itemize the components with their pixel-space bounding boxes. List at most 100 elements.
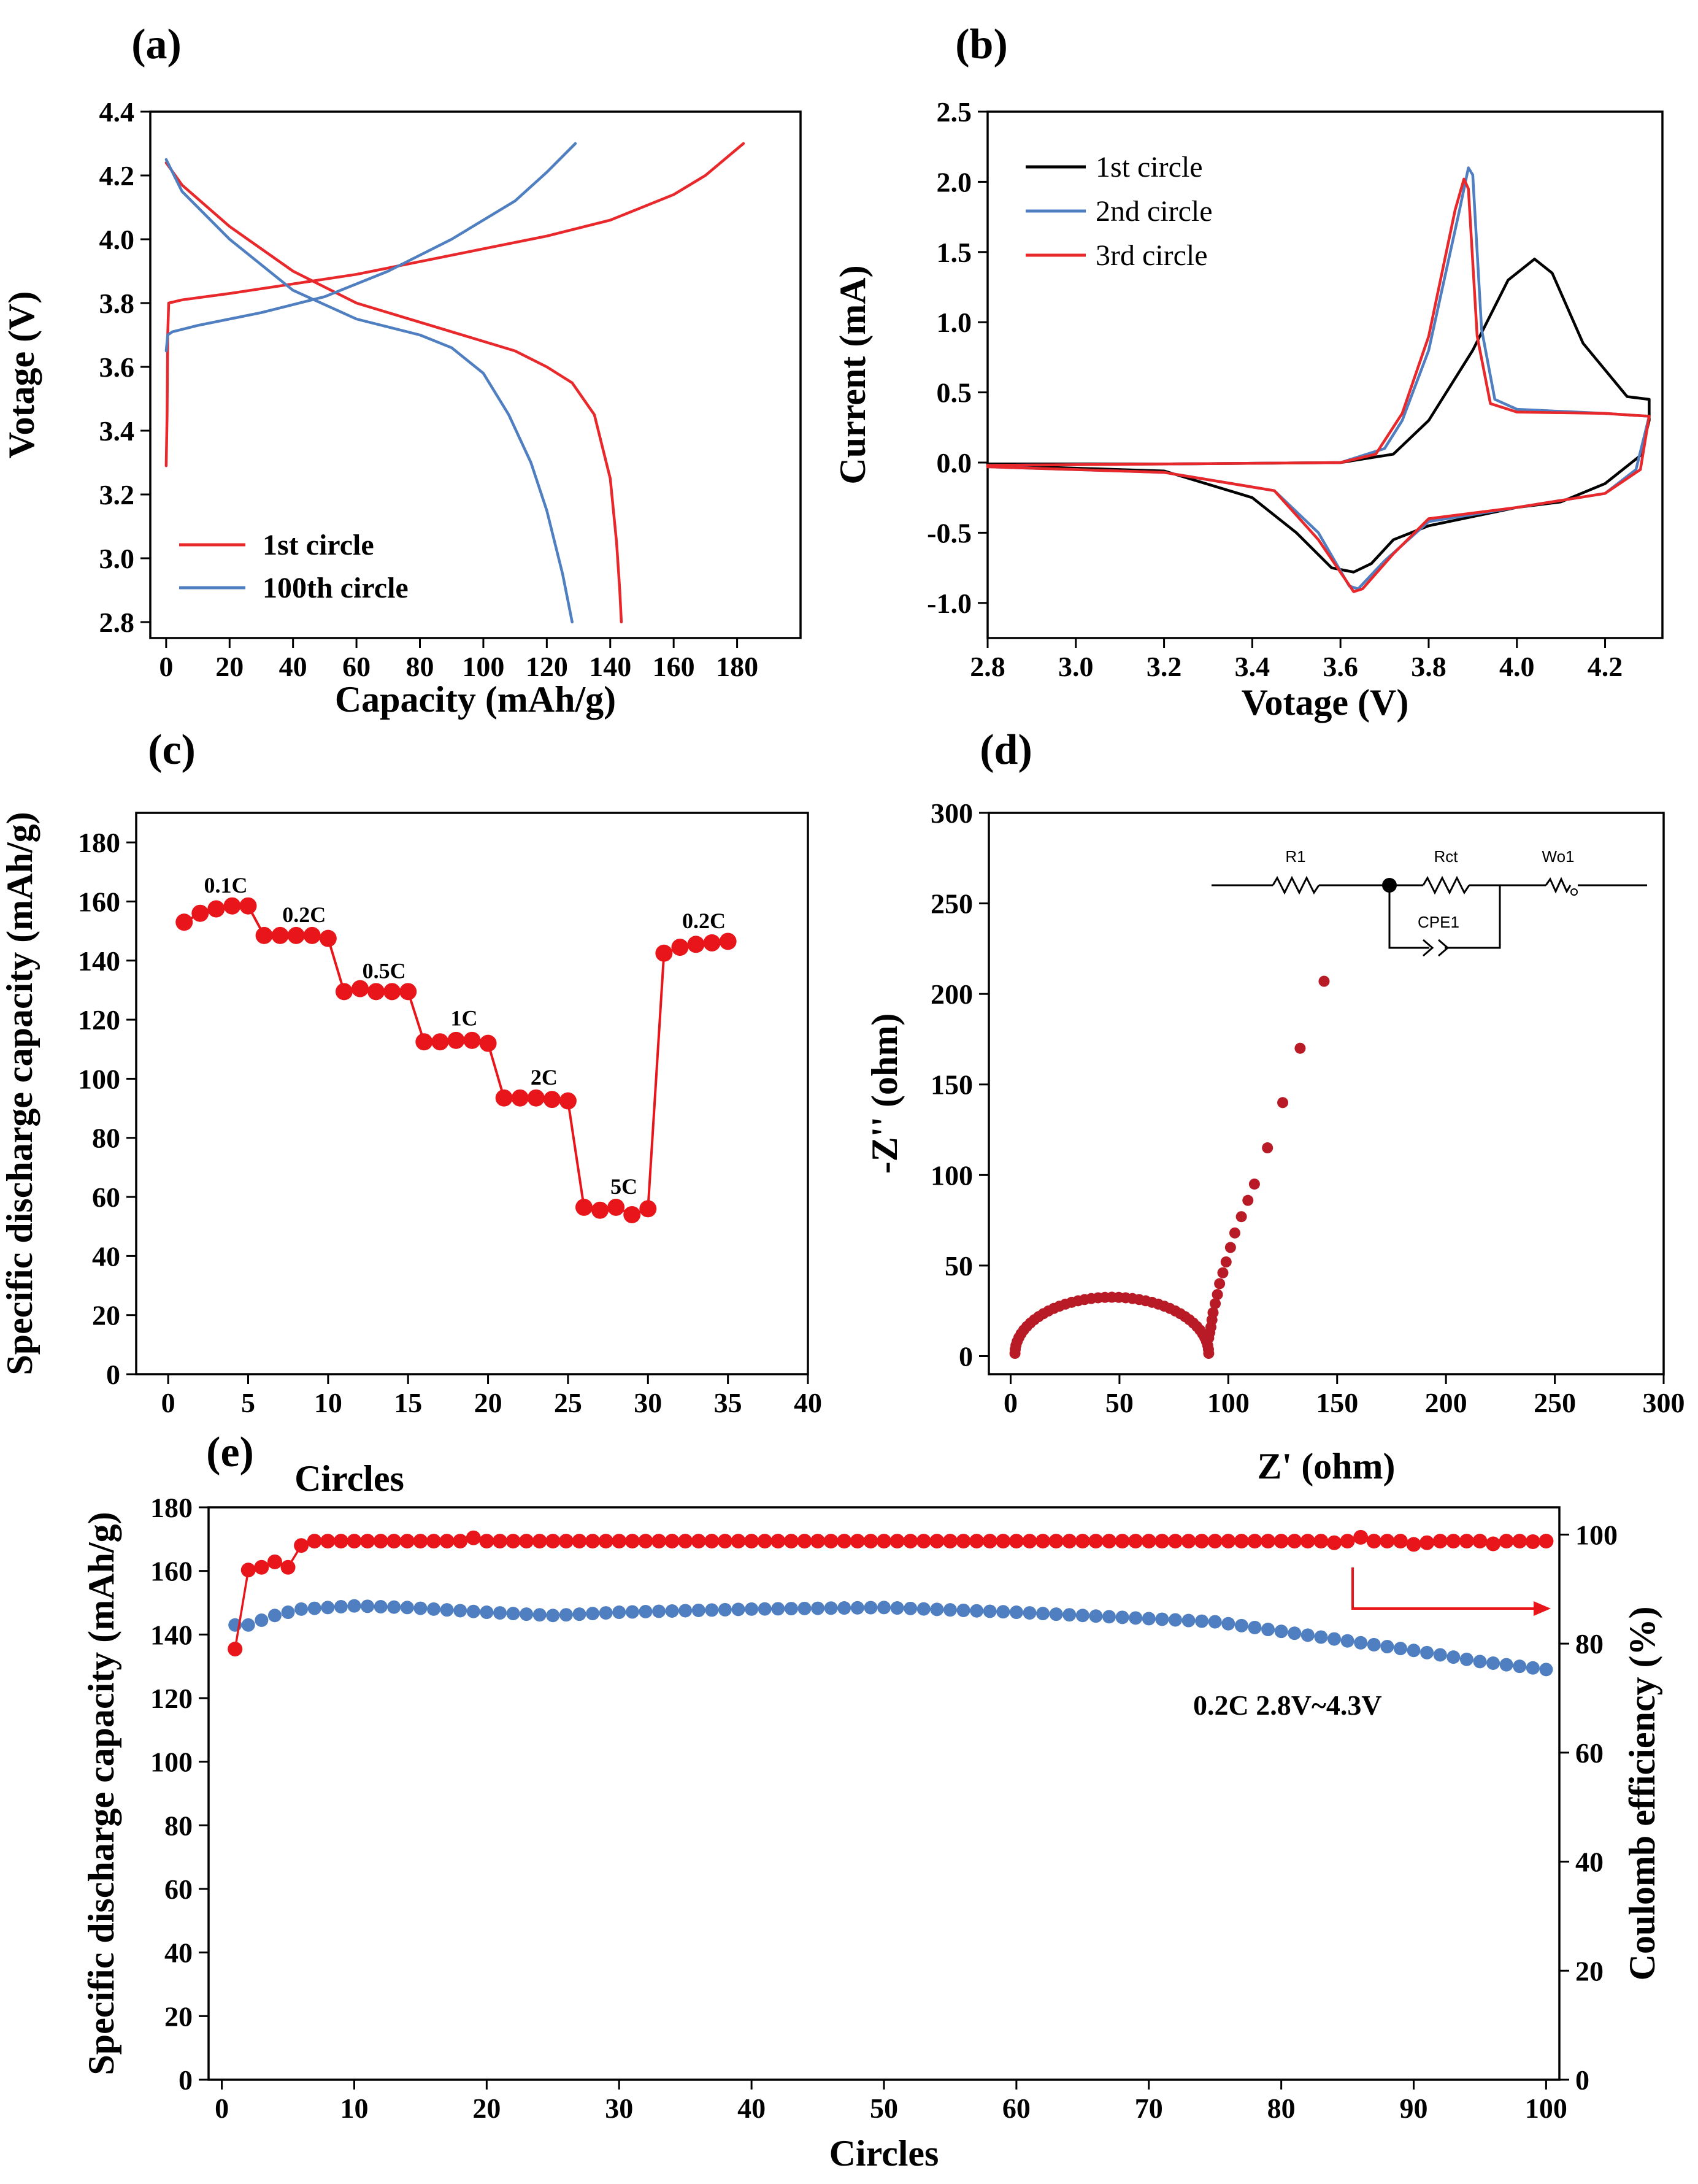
capacity-point xyxy=(374,1599,388,1613)
capacity-point xyxy=(877,1601,891,1615)
y-tick-label: 0 xyxy=(959,1340,973,1372)
data-point xyxy=(383,983,401,1001)
y-tick-label: 3.2 xyxy=(99,479,135,510)
series-line-2nd-circle xyxy=(986,166,1651,591)
x-tick-label: 15 xyxy=(394,1387,422,1418)
capacity-point xyxy=(1499,1658,1513,1672)
y-tick-label: -1.0 xyxy=(927,588,972,619)
efficiency-point xyxy=(1406,1537,1421,1552)
efficiency-point xyxy=(545,1534,561,1549)
cpe-wire xyxy=(1388,885,1429,949)
x-tick-label: 30 xyxy=(605,2093,633,2124)
efficiency-point xyxy=(797,1534,812,1549)
capacity-point xyxy=(361,1599,375,1613)
panel-label: (b) xyxy=(955,21,1008,68)
data-point xyxy=(463,1031,481,1049)
efficiency-point xyxy=(1167,1534,1183,1549)
efficiency-point xyxy=(280,1559,296,1575)
efficiency-point xyxy=(1419,1535,1435,1550)
capacity-point xyxy=(970,1604,984,1618)
efficiency-point xyxy=(1181,1534,1196,1549)
y-tick-label: 3.8 xyxy=(99,288,135,319)
y-tick-label: 3.0 xyxy=(99,543,135,574)
rate-label: 5C xyxy=(610,1174,637,1199)
plot-frame xyxy=(986,110,1664,639)
efficiency-point xyxy=(770,1534,786,1549)
capacity-point xyxy=(1036,1607,1050,1621)
capacity-point xyxy=(612,1605,626,1620)
capacity-point xyxy=(1314,1630,1328,1644)
efficiency-point xyxy=(1313,1534,1329,1549)
efficiency-point xyxy=(1022,1534,1037,1549)
efficiency-point xyxy=(426,1534,441,1549)
efficiency-point xyxy=(1393,1534,1408,1549)
capacity-point xyxy=(996,1605,1010,1619)
x-tick-label: 100 xyxy=(1207,1387,1250,1418)
y-tick-label: 2.8 xyxy=(99,607,135,638)
efficiency-point xyxy=(823,1534,839,1549)
y-tick-label: 0.0 xyxy=(937,447,972,479)
x-tick-label: 0 xyxy=(159,651,173,682)
x-tick-label: 180 xyxy=(716,651,758,682)
y-tick-label: 40 xyxy=(92,1240,120,1272)
panel-label: (a) xyxy=(131,21,182,68)
efficiency-point xyxy=(453,1534,468,1549)
x-tick-label: 4.2 xyxy=(1588,651,1623,682)
rate-label: 0.2C xyxy=(682,909,726,933)
rate-label: 0.5C xyxy=(363,959,406,983)
x-tick-label: 80 xyxy=(406,651,434,682)
efficiency-point xyxy=(1141,1534,1156,1549)
capacity-point xyxy=(1208,1615,1222,1629)
x-tick-label: 0 xyxy=(1004,1387,1018,1418)
efficiency-point xyxy=(267,1554,282,1569)
capacity-point xyxy=(1300,1628,1315,1642)
capacity-point xyxy=(1248,1620,1262,1634)
capacity-point xyxy=(1075,1609,1089,1623)
data-point xyxy=(319,929,337,947)
data-point xyxy=(239,897,257,915)
series-line-1st-circle-discharge xyxy=(164,161,623,624)
efficiency-point xyxy=(1221,1534,1236,1549)
efficiency-point xyxy=(837,1534,852,1549)
y-tick-label: 80 xyxy=(92,1123,120,1154)
efficiency-point xyxy=(1128,1534,1143,1549)
capacity-point xyxy=(1221,1617,1235,1631)
x-tick-label: 3.4 xyxy=(1235,651,1270,682)
x-tick-label: 5 xyxy=(241,1387,255,1418)
capacity-point xyxy=(1513,1659,1527,1674)
capacity-point xyxy=(771,1602,785,1616)
x-tick-label: 20 xyxy=(472,2093,501,2124)
y-tick-label: 1.5 xyxy=(937,237,972,268)
efficiency-point xyxy=(850,1534,865,1549)
y-tick-label: 180 xyxy=(150,1492,193,1523)
data-point xyxy=(1220,1256,1232,1267)
capacity-point xyxy=(1354,1636,1368,1650)
efficiency-point xyxy=(558,1534,574,1549)
x-tick-label: 40 xyxy=(737,2093,766,2124)
data-point xyxy=(271,926,289,944)
data-point xyxy=(1235,1211,1247,1223)
capacity-point xyxy=(1195,1614,1209,1628)
y2-tick-label: 0 xyxy=(1575,2064,1589,2096)
y-tick-label: 0.5 xyxy=(937,377,972,409)
efficiency-point xyxy=(810,1534,826,1549)
efficiency-point xyxy=(638,1534,653,1549)
capacity-point xyxy=(1023,1606,1037,1620)
capacity-point xyxy=(321,1601,335,1615)
y-tick-label: 250 xyxy=(931,888,973,920)
data-point xyxy=(1214,1278,1226,1290)
x-tick-label: 10 xyxy=(340,2093,368,2124)
efficiency-point xyxy=(783,1534,799,1549)
efficiency-point xyxy=(757,1534,772,1549)
x-tick-label: 200 xyxy=(1425,1387,1467,1418)
capacity-point xyxy=(572,1607,586,1621)
rate-label: 0.1C xyxy=(204,873,248,898)
y-tick-label: 60 xyxy=(92,1182,120,1213)
series-line-100th-circle xyxy=(164,142,577,353)
y-tick-label: 140 xyxy=(78,945,120,977)
efficiency-point xyxy=(929,1534,945,1549)
y-tick-label: 60 xyxy=(164,1874,193,1905)
x-tick-label: 35 xyxy=(714,1387,742,1418)
capacity-point xyxy=(453,1604,467,1618)
data-point xyxy=(687,936,705,953)
